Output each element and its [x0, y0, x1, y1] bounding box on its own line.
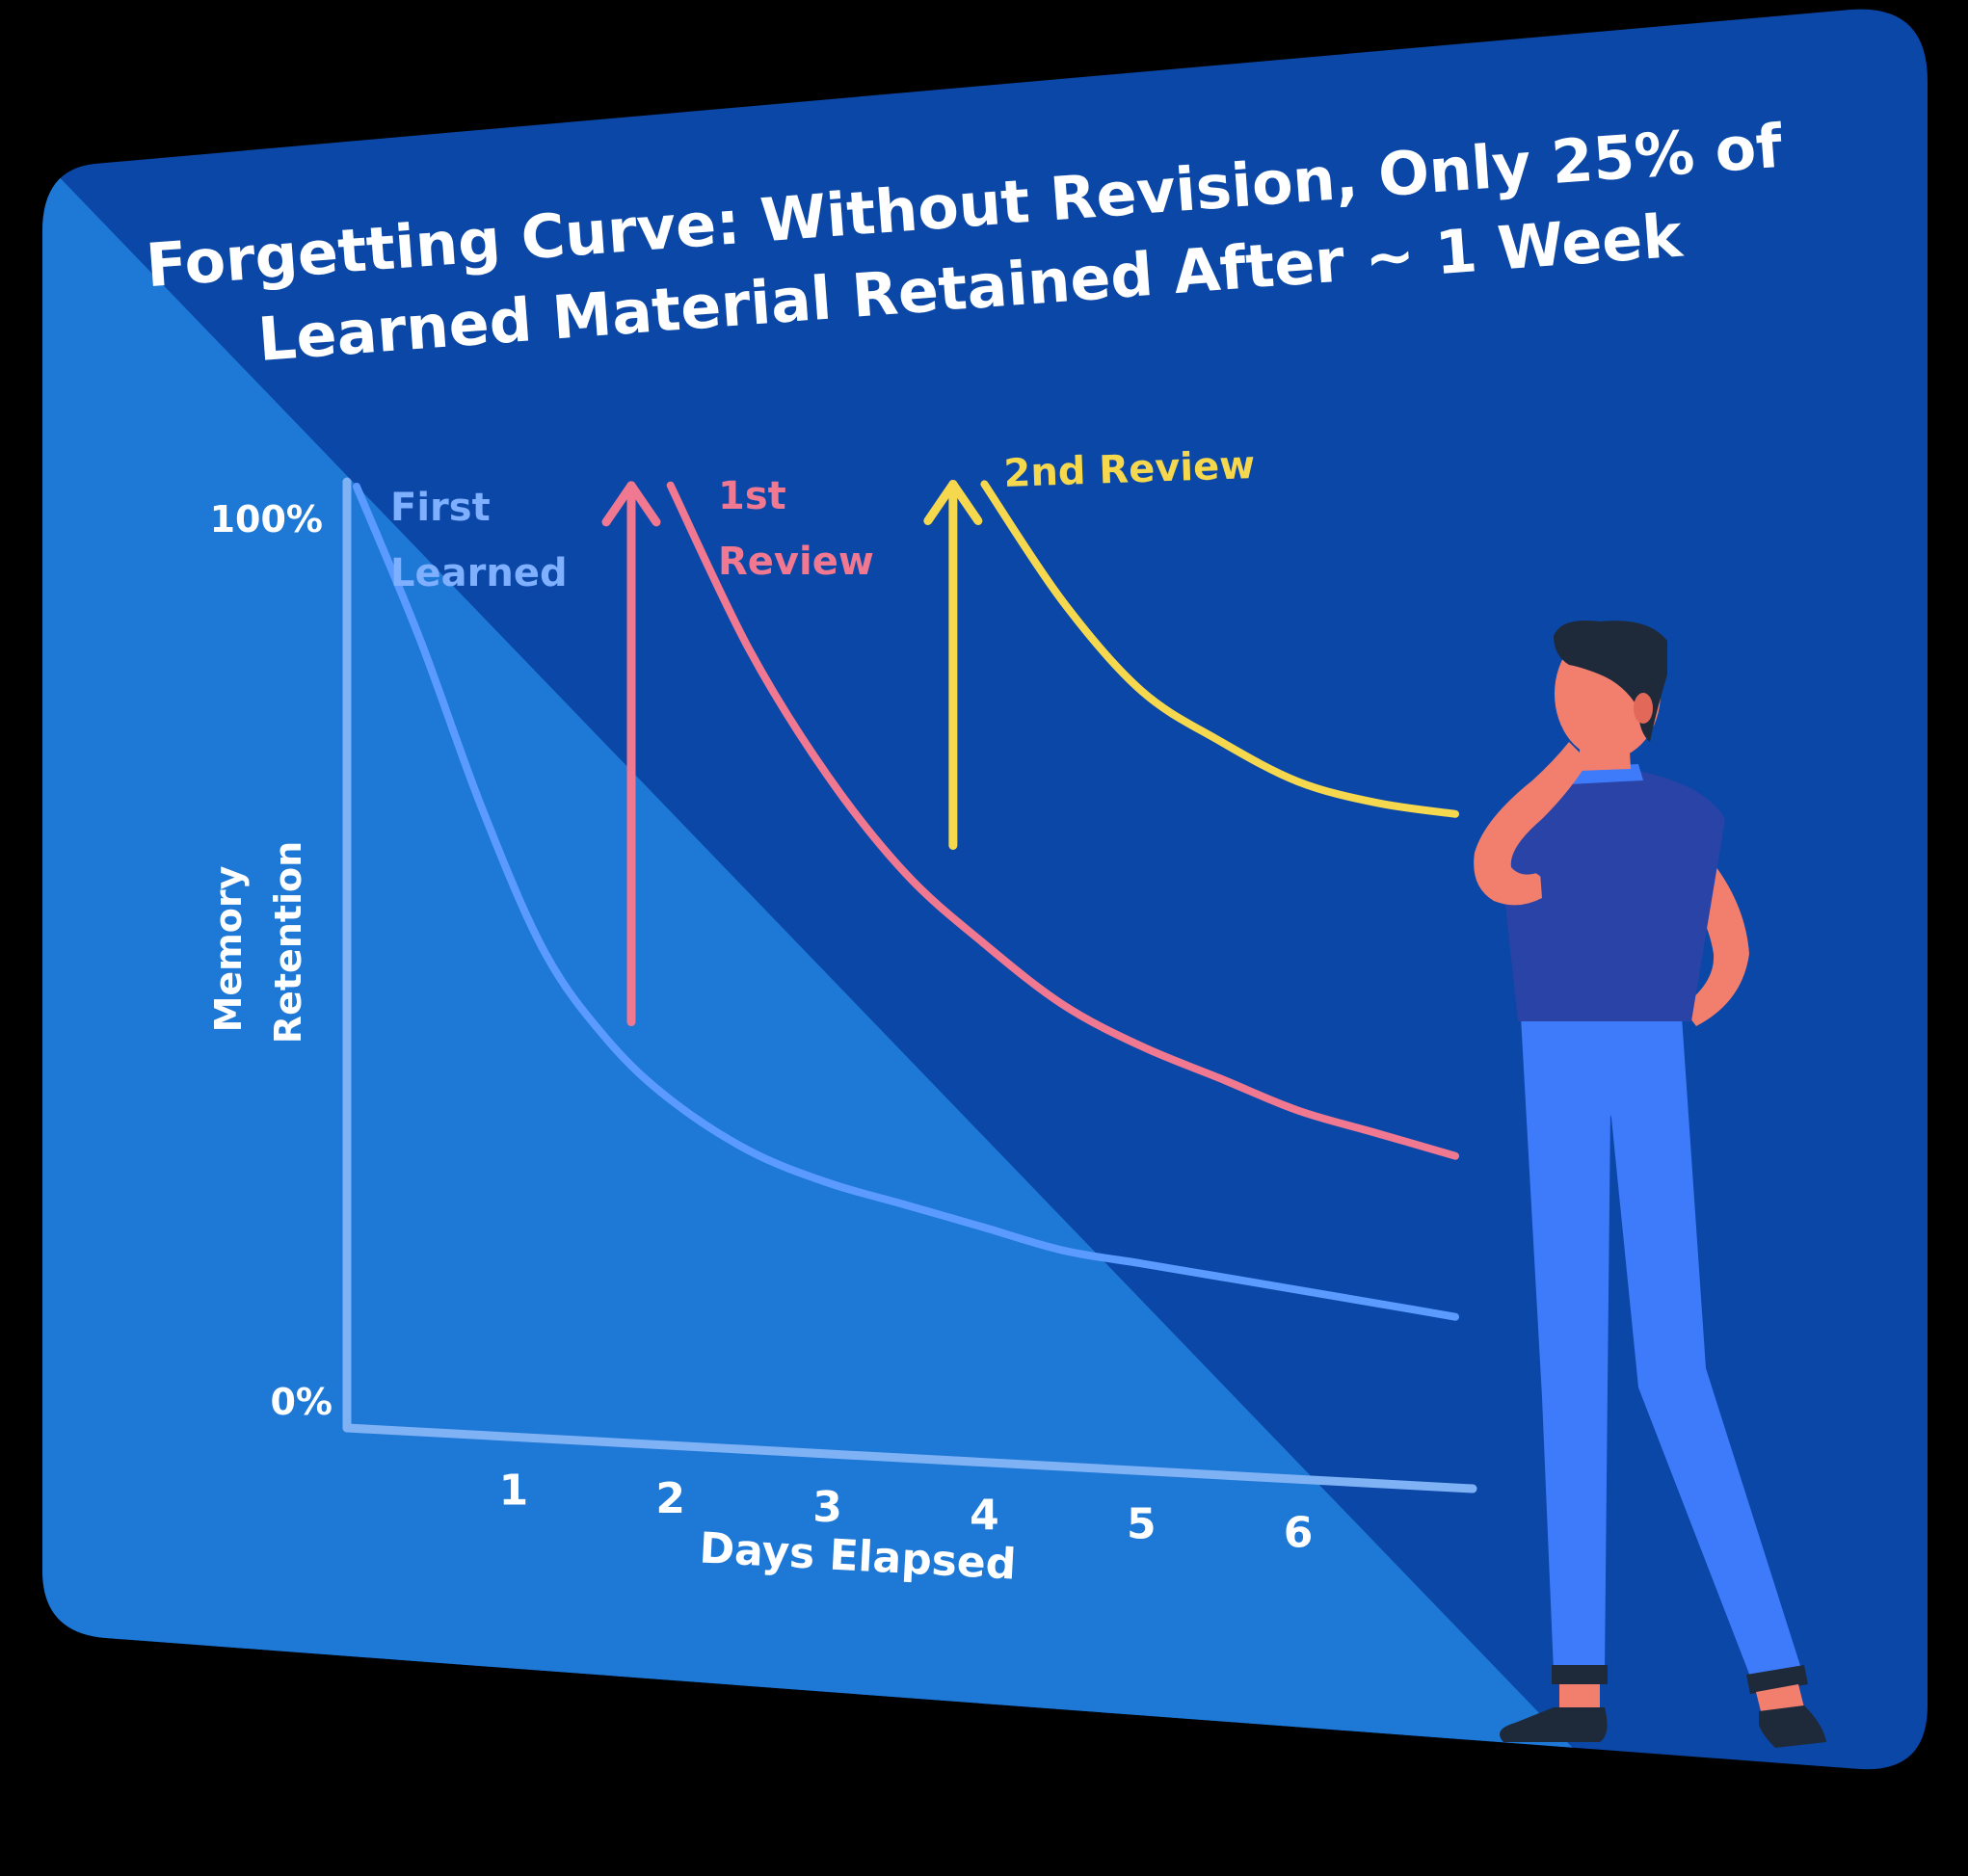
series-label-first-learned-line-1: First [390, 486, 491, 530]
x-tick-2: 2 [655, 1474, 685, 1523]
y-axis-label-line-1: Memory [207, 865, 250, 1032]
series-1st-review [601, 481, 1459, 1160]
axes [342, 477, 1477, 1493]
x-tick-labels: 1 2 3 4 5 6 [499, 1466, 1314, 1557]
man-thinking-arm [1474, 742, 1588, 906]
y-axis-label: Memory Retention [207, 841, 309, 1044]
series-line-1st-review [666, 481, 1459, 1160]
man-leg-right [1581, 1017, 1802, 1681]
man-ear [1634, 693, 1653, 724]
series-label-2nd-review: 2nd Review [1003, 443, 1256, 496]
series-label-first-learned: First Learned [390, 486, 568, 595]
man-sleeve [1528, 809, 1590, 891]
man-ankle-left [1559, 1684, 1600, 1710]
series-line-first-learned [353, 483, 1459, 1321]
x-axis-line [342, 1423, 1477, 1493]
x-tick-6: 6 [1284, 1508, 1314, 1557]
x-tick-4: 4 [970, 1492, 999, 1541]
review-arrow-2 [923, 479, 983, 850]
series-line-2nd-review [980, 480, 1459, 818]
review-arrow-2-head [923, 479, 983, 525]
x-tick-3: 3 [812, 1483, 842, 1532]
x-tick-1: 1 [499, 1466, 529, 1515]
y-tick-100: 100% [210, 498, 323, 541]
x-tick-5: 5 [1127, 1500, 1157, 1549]
thinking-man-illustration [1474, 621, 1826, 1748]
man-shoe-left [1500, 1707, 1608, 1742]
series-label-1st-review-line-2: Review [718, 540, 874, 584]
series-label-1st-review: 1st Review [718, 474, 874, 584]
y-tick-0: 0% [270, 1381, 332, 1423]
y-axis-label-line-2: Retention [267, 841, 309, 1044]
series-label-1st-review-line-1: 1st [718, 474, 786, 518]
series-2nd-review [923, 479, 1459, 850]
review-arrow-1-head [601, 481, 661, 527]
series-first-learned [353, 483, 1459, 1321]
review-arrow-1 [601, 481, 661, 1027]
man-leg-left [1521, 1017, 1611, 1672]
series-label-first-learned-line-2: Learned [390, 551, 568, 595]
man-shoe-right [1759, 1705, 1826, 1748]
man-cuff-left [1552, 1665, 1608, 1684]
